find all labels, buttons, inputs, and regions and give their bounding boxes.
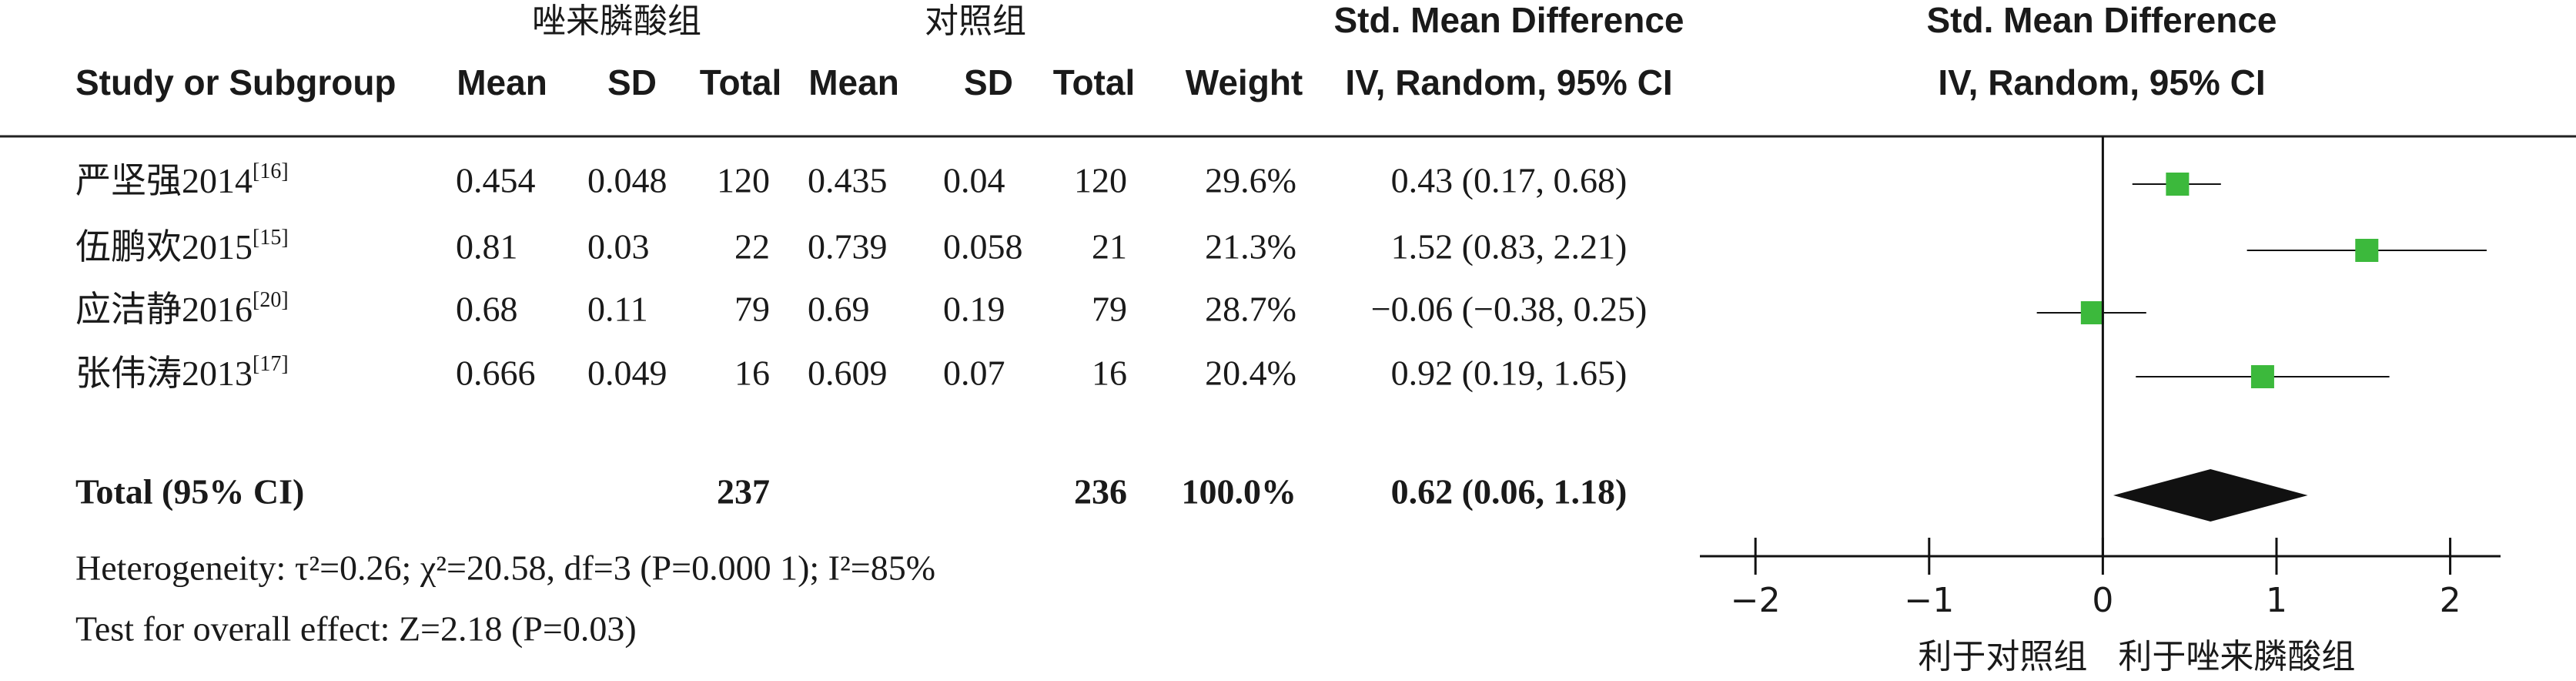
plot-header: Std. Mean Difference [1927, 0, 2277, 40]
x-tick-label: −2 [1731, 581, 1781, 620]
column-header: Mean [808, 62, 899, 102]
effect-square [2355, 239, 2379, 262]
cell: 0.04 [943, 161, 1005, 200]
group-header: 唑来膦酸组 [532, 2, 701, 41]
study-label: 严坚强2014 [75, 161, 253, 200]
cell: 28.7% [1205, 290, 1296, 329]
cell: 0.69 [808, 290, 870, 329]
column-header: SD [964, 62, 1013, 102]
cell: 20.4% [1205, 354, 1296, 393]
overall-effect: Test for overall effect: Z=2.18 (P=0.03) [75, 609, 637, 649]
effect-square [2080, 301, 2104, 324]
effect-square [2250, 365, 2274, 388]
x-tick-label: 0 [2092, 581, 2113, 620]
study-ref: [15] [253, 226, 289, 250]
study-name: 严坚强2014[16] [75, 159, 289, 200]
column-header: Total [700, 62, 781, 102]
effect-header: IV, Random, 95% CI [1345, 62, 1672, 102]
x-tick-label: 2 [2440, 581, 2461, 620]
cell: 21 [1092, 227, 1127, 267]
cell: 0.19 [943, 290, 1005, 329]
cell: 120 [1074, 161, 1127, 200]
column-header: Mean [457, 62, 547, 102]
x-tick-label: −1 [1904, 581, 1954, 620]
cell: 0.739 [808, 227, 888, 267]
x-right-label: 利于唑来膦酸组 [2118, 637, 2355, 676]
cell: 0.049 [587, 354, 667, 393]
study-ref: [17] [253, 352, 289, 376]
column-header: Weight [1186, 62, 1303, 102]
heterogeneity: Heterogeneity: τ²=0.26; χ²=20.58, df=3 (… [75, 548, 935, 588]
cell: 29.6% [1205, 161, 1296, 200]
study-ref: [20] [253, 288, 289, 312]
cell: 0.03 [587, 227, 650, 267]
total-cell: 237 [717, 472, 770, 512]
x-left-label: 利于对照组 [1918, 637, 2087, 676]
study-ref: [16] [253, 159, 289, 183]
cell: 0.666 [456, 354, 536, 393]
cell: 79 [1092, 290, 1127, 329]
effect-label: 0.43 (0.17, 0.68) [1391, 161, 1628, 200]
study-label: 张伟涛2013 [75, 354, 253, 393]
cell: 79 [734, 290, 770, 329]
total-diamond [2113, 469, 2308, 522]
total-label: Total (95% CI) [75, 472, 304, 512]
cell: 22 [734, 227, 770, 267]
cell: 0.81 [456, 227, 518, 267]
total-effect-label: 0.62 (0.06, 1.18) [1391, 472, 1628, 512]
column-header: Total [1053, 62, 1135, 102]
total-cell: 236 [1074, 472, 1127, 512]
cell: 0.058 [943, 227, 1023, 267]
cell: 0.07 [943, 354, 1005, 393]
cell: 0.454 [456, 161, 536, 200]
effect-label: −0.06 (−0.38, 0.25) [1371, 290, 1648, 329]
cell: 21.3% [1205, 227, 1296, 267]
cell: 0.435 [808, 161, 888, 200]
effect-square [2166, 173, 2190, 196]
study-label: 应洁静2016 [75, 290, 253, 329]
cell: 0.11 [587, 290, 648, 329]
cell: 0.68 [456, 290, 518, 329]
cell: 0.048 [587, 161, 667, 200]
column-header: Study or Subgroup [75, 62, 396, 102]
x-tick-label: 1 [2266, 581, 2287, 620]
study-name: 应洁静2016[20] [75, 288, 289, 328]
effect-label: 0.92 (0.19, 1.65) [1391, 354, 1628, 393]
cell: 120 [717, 161, 770, 200]
cell: 0.609 [808, 354, 888, 393]
study-label: 伍鹏欢2015 [75, 227, 253, 267]
study-name: 伍鹏欢2015[15] [75, 226, 289, 266]
cell: 16 [734, 354, 770, 393]
column-header: SD [607, 62, 657, 102]
plot-header: IV, Random, 95% CI [1938, 62, 2265, 102]
study-name: 张伟涛2013[17] [75, 352, 289, 392]
cell: 16 [1092, 354, 1127, 393]
effect-header: Std. Mean Difference [1334, 0, 1684, 40]
effect-label: 1.52 (0.83, 2.21) [1391, 227, 1628, 267]
total-cell: 100.0% [1182, 472, 1297, 512]
group-header: 对照组 [925, 2, 1026, 41]
